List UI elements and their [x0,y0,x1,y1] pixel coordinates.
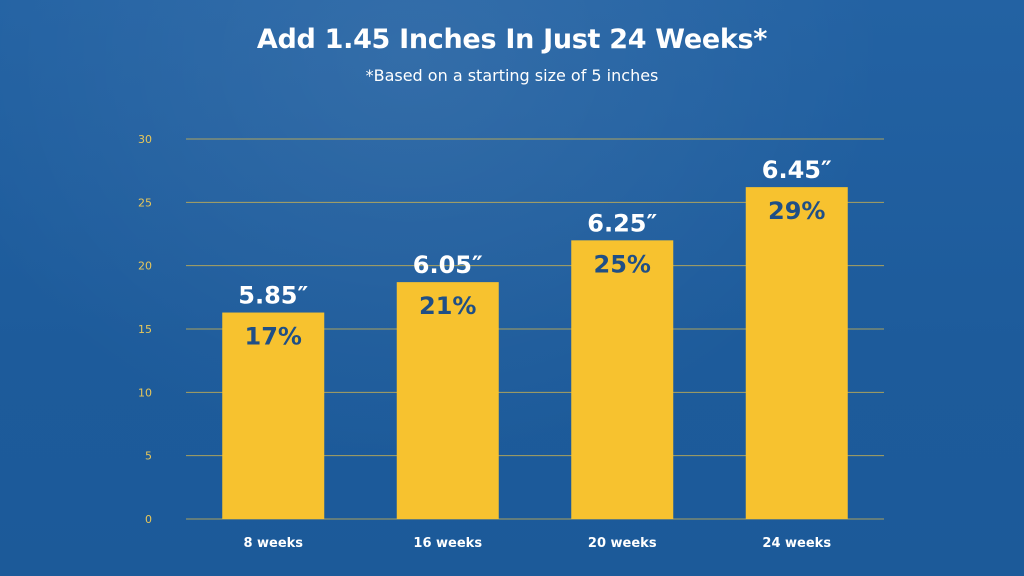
chart-title: Add 1.45 Inches In Just 24 Weeks* [256,24,768,55]
bar-value-label: 6.45″ [762,156,832,184]
bar-percent-label: 29% [768,197,825,225]
y-tick-label: 20 [138,260,152,273]
bar-value-label: 6.25″ [587,209,657,237]
y-tick-label: 15 [138,323,152,336]
y-tick-label: 30 [138,133,152,146]
chart-subtitle: *Based on a starting size of 5 inches [365,66,659,85]
x-tick-label: 24 weeks [762,536,831,551]
bar [396,282,499,519]
y-tick-label: 25 [138,196,152,209]
x-tick-label: 16 weeks [413,536,482,551]
x-tick-label: 20 weeks [588,536,657,551]
y-tick-label: 0 [145,513,152,526]
bar-value-label: 5.85″ [238,282,308,310]
bar [745,187,848,519]
bar-percent-label: 21% [419,292,476,320]
y-tick-label: 5 [145,450,152,463]
bar [571,240,674,520]
bar-percent-label: 25% [594,250,651,278]
y-tick-label: 10 [138,386,152,399]
bar-value-label: 6.05″ [413,251,483,279]
bar-percent-label: 17% [245,323,302,351]
x-tick-label: 8 weeks [243,536,303,551]
bar [222,312,325,519]
